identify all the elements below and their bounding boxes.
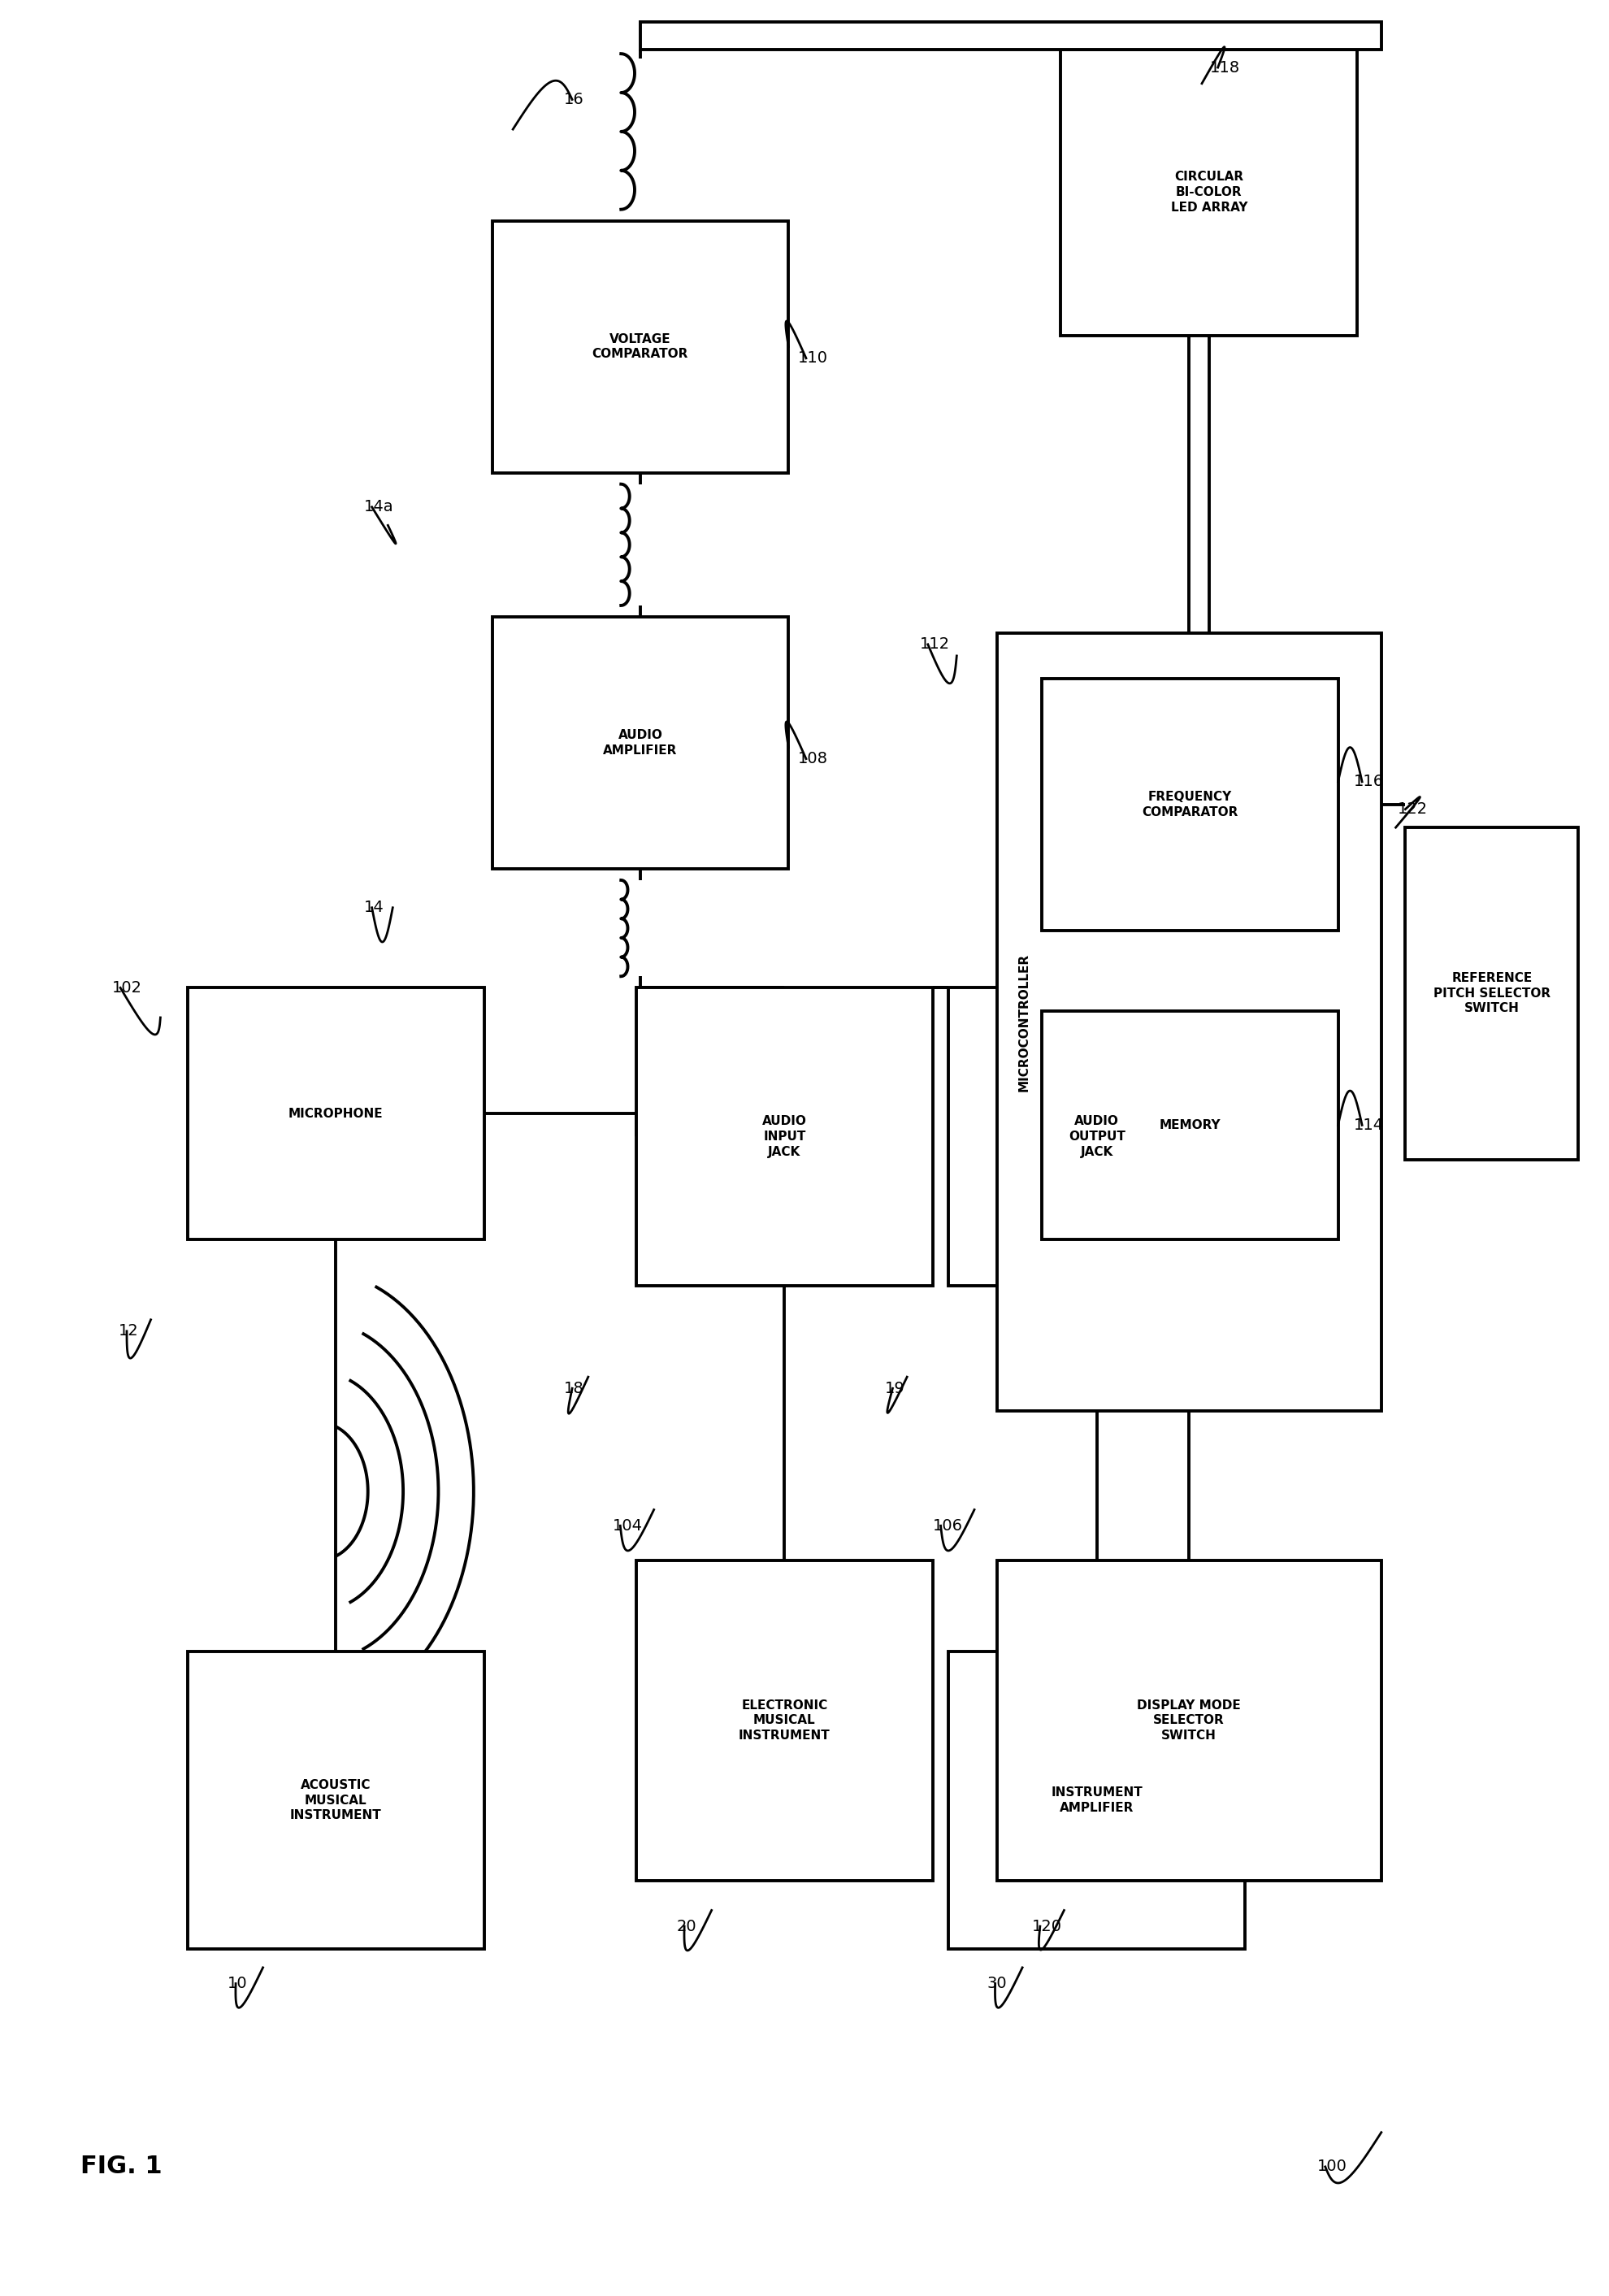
- Text: FIG. 1: FIG. 1: [80, 2156, 163, 2179]
- Text: REFERENCE
PITCH SELECTOR
SWITCH: REFERENCE PITCH SELECTOR SWITCH: [1434, 971, 1551, 1015]
- Text: 122: 122: [1397, 801, 1427, 817]
- Text: 10: 10: [228, 1977, 248, 1991]
- Text: ACOUSTIC
MUSICAL
INSTRUMENT: ACOUSTIC MUSICAL INSTRUMENT: [290, 1779, 381, 1821]
- Text: 20: 20: [676, 1919, 697, 1933]
- Bar: [492, 220, 788, 473]
- Text: VOLTAGE
COMPARATOR: VOLTAGE COMPARATOR: [592, 333, 689, 360]
- Text: 102: 102: [113, 980, 143, 996]
- Text: MICROPHONE: MICROPHONE: [288, 1107, 383, 1120]
- Text: 30: 30: [988, 1977, 1007, 1991]
- Text: MICROCONTROLLER: MICROCONTROLLER: [1017, 953, 1030, 1091]
- Text: 116: 116: [1355, 774, 1384, 790]
- Bar: [1060, 48, 1358, 335]
- Text: AUDIO
OUTPUT
JACK: AUDIO OUTPUT JACK: [1068, 1116, 1125, 1157]
- Text: 16: 16: [565, 92, 584, 108]
- Text: 18: 18: [565, 1380, 584, 1396]
- Bar: [1041, 680, 1339, 930]
- Bar: [636, 987, 933, 1286]
- Text: DISPLAY MODE
SELECTOR
SWITCH: DISPLAY MODE SELECTOR SWITCH: [1138, 1699, 1241, 1743]
- Text: 114: 114: [1355, 1118, 1384, 1132]
- Text: INSTRUMENT
AMPLIFIER: INSTRUMENT AMPLIFIER: [1051, 1786, 1142, 1814]
- Text: 14a: 14a: [364, 498, 394, 514]
- Bar: [949, 987, 1245, 1286]
- Text: 14: 14: [364, 900, 385, 916]
- Text: MEMORY: MEMORY: [1158, 1118, 1221, 1132]
- Text: AUDIO
AMPLIFIER: AUDIO AMPLIFIER: [603, 730, 677, 755]
- Bar: [996, 1559, 1381, 1880]
- Text: 12: 12: [119, 1322, 138, 1339]
- Text: 120: 120: [1031, 1919, 1062, 1933]
- Bar: [1041, 1010, 1339, 1240]
- Text: 110: 110: [798, 351, 829, 365]
- Text: 118: 118: [1210, 60, 1241, 76]
- Bar: [1405, 827, 1578, 1159]
- Text: 100: 100: [1318, 2158, 1347, 2174]
- Bar: [636, 1559, 933, 1880]
- Text: 108: 108: [798, 751, 829, 767]
- Text: 106: 106: [933, 1518, 962, 1534]
- Text: FREQUENCY
COMPARATOR: FREQUENCY COMPARATOR: [1142, 790, 1237, 817]
- Bar: [188, 1651, 484, 1949]
- Text: ELECTRONIC
MUSICAL
INSTRUMENT: ELECTRONIC MUSICAL INSTRUMENT: [739, 1699, 830, 1743]
- Text: CIRCULAR
BI-COLOR
LED ARRAY: CIRCULAR BI-COLOR LED ARRAY: [1171, 170, 1247, 214]
- Bar: [188, 987, 484, 1240]
- Text: AUDIO
INPUT
JACK: AUDIO INPUT JACK: [763, 1116, 806, 1157]
- Text: 19: 19: [885, 1380, 904, 1396]
- Bar: [996, 634, 1381, 1412]
- Bar: [640, 21, 1381, 48]
- Text: 104: 104: [613, 1518, 642, 1534]
- Bar: [949, 1651, 1245, 1949]
- Text: 112: 112: [920, 636, 949, 652]
- Bar: [492, 618, 788, 868]
